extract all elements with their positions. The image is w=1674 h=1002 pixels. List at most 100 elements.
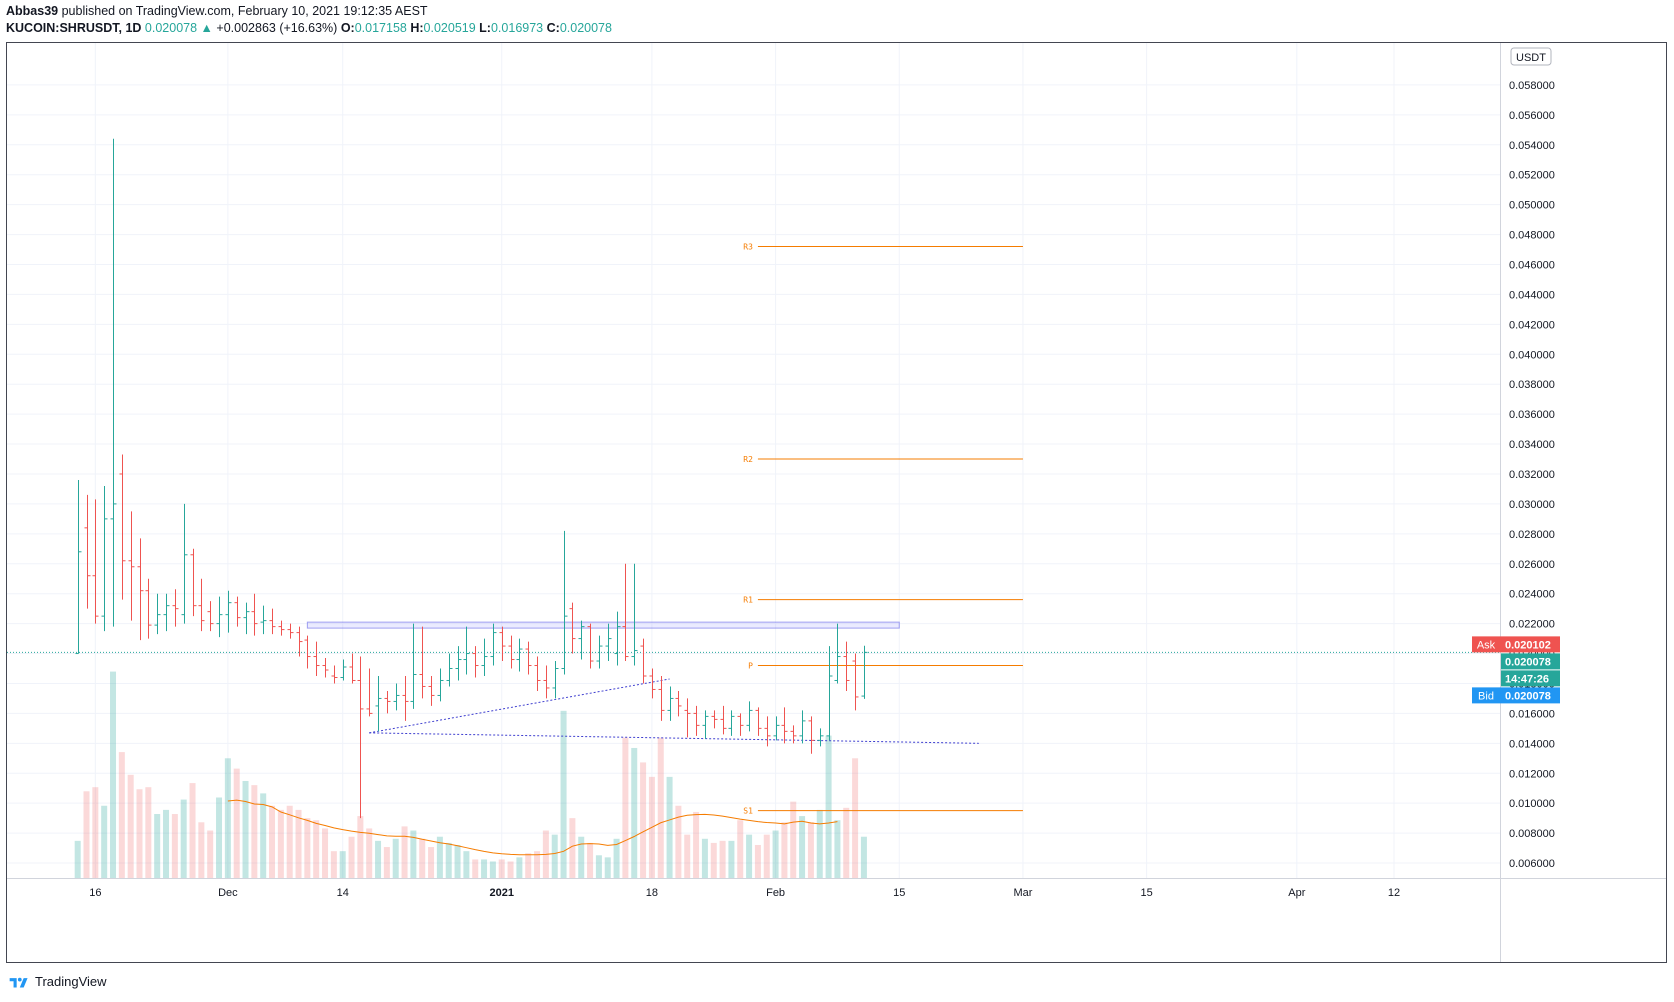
volume-bar [693,811,700,878]
price-label-value: 0.020102 [1505,639,1551,651]
volume-bar [154,814,161,878]
price-label-box [1472,636,1560,653]
volume-bar [860,836,867,878]
volume-bar [216,797,223,878]
x-tick-label: Feb [766,887,785,899]
open-value: 0.017158 [354,21,407,35]
volume-bar [666,776,673,878]
volume-bar [436,836,443,878]
publish-text: published on TradingView.com, February 1… [58,4,428,18]
volume-bar [746,834,753,878]
volume-bar [242,780,249,878]
volume-bar [392,838,399,878]
tradingview-footer[interactable]: TradingView [8,974,107,989]
trendline [369,678,670,734]
volume-bar [684,834,691,878]
y-tick-label: 0.008000 [1509,828,1555,840]
x-tick-label: 14 [337,887,349,899]
volume-bar [578,836,585,878]
volume-bar [737,820,744,878]
x-tick-label: 15 [1141,887,1153,899]
x-tick-label: Mar [1013,887,1032,899]
volume-bar [772,830,779,878]
resistance-zone [306,621,900,629]
symbol-info: KUCOIN:SHRUSDT, 1D 0.020078 ▲ +0.002863 … [6,21,612,35]
volume-bar [110,671,117,878]
volume-bar [269,805,276,878]
volume-bar [799,816,806,878]
volume-bar [463,851,470,878]
y-tick-label: 0.016000 [1509,708,1555,720]
price-label-value: 14:47:26 [1505,673,1549,685]
volume-bar [383,847,390,878]
volume-bar [498,859,505,878]
author-name[interactable]: Abbas39 [6,4,59,18]
y-tick-label: 0.048000 [1509,230,1555,242]
volume-bar [710,842,717,878]
volume-bar [419,838,426,878]
volume-bar [613,838,620,878]
price-change: +0.002863 (+16.63%) [216,21,338,35]
price-label-box [1501,670,1560,687]
pivot-label-r2: R2 [743,455,753,464]
volume-bar [763,834,770,878]
volume-bar [74,840,81,878]
low-value: 0.016973 [490,21,544,35]
symbol-label[interactable]: KUCOIN:SHRUSDT, 1D [6,21,142,35]
y-tick-label: 0.032000 [1509,469,1555,481]
volume-bar [401,826,408,878]
volume-bar [136,789,143,878]
x-tick-label: 16 [89,887,101,899]
volume-bar [375,840,382,878]
volume-bar [101,805,108,878]
volume-bar [339,851,346,878]
up-arrow-icon: ▲ [200,21,213,35]
volume-bar [233,768,240,878]
volume-bar [595,855,602,878]
volume-bar [525,853,532,878]
volume-bar [454,844,461,878]
y-tick-label: 0.058000 [1509,80,1555,92]
volume-bar [260,793,267,878]
volume-bar [701,838,708,878]
y-tick-label: 0.056000 [1509,110,1555,122]
y-tick-label: 0.028000 [1509,529,1555,541]
high-value: 0.020519 [423,21,476,35]
y-tick-label: 0.026000 [1509,559,1555,571]
y-tick-label: 0.046000 [1509,259,1555,271]
chart-frame[interactable]: R3 R2 R1 P S1 0.006000 0.008000 0.010000 0.01200… [6,42,1667,963]
volume-bar [286,805,293,878]
tradingview-brand: TradingView [35,974,107,989]
volume-bar [631,747,638,878]
ohlc-chart[interactable]: R3 R2 R1 P S1 0.006000 0.008000 0.010000 0.01200… [7,43,1666,962]
y-tick-label: 0.030000 [1509,499,1555,511]
volume-bar [357,816,364,878]
high-label: H: [410,21,424,35]
volume-bar [207,830,214,878]
x-tick-label: Dec [218,887,238,899]
x-tick-label: 2021 [489,887,513,899]
volume-bar [587,842,594,878]
volume-bar [295,809,302,878]
volume-bar [198,822,205,878]
y-tick-label: 0.010000 [1509,798,1555,810]
volume-bar [251,785,258,878]
volume-bar [657,737,664,878]
volume-bar [754,844,761,878]
y-tick-label: 0.036000 [1509,409,1555,421]
pivot-label-p: P [748,662,753,671]
volume-bar [410,830,417,878]
volume-bar [560,710,567,878]
x-tick-label: 18 [646,887,658,899]
price-label-box [1472,687,1560,704]
volume-bar [163,809,170,878]
y-tick-label: 0.052000 [1509,170,1555,182]
volume-bar [92,787,99,878]
y-tick-label: 0.024000 [1509,589,1555,601]
volume-bar [852,758,859,878]
y-tick-label: 0.014000 [1509,738,1555,750]
price-label-value: 0.020078 [1505,656,1551,668]
volume-bar [83,791,90,878]
y-tick-label: 0.054000 [1509,140,1555,152]
price-label-tag: Ask [1477,639,1496,651]
